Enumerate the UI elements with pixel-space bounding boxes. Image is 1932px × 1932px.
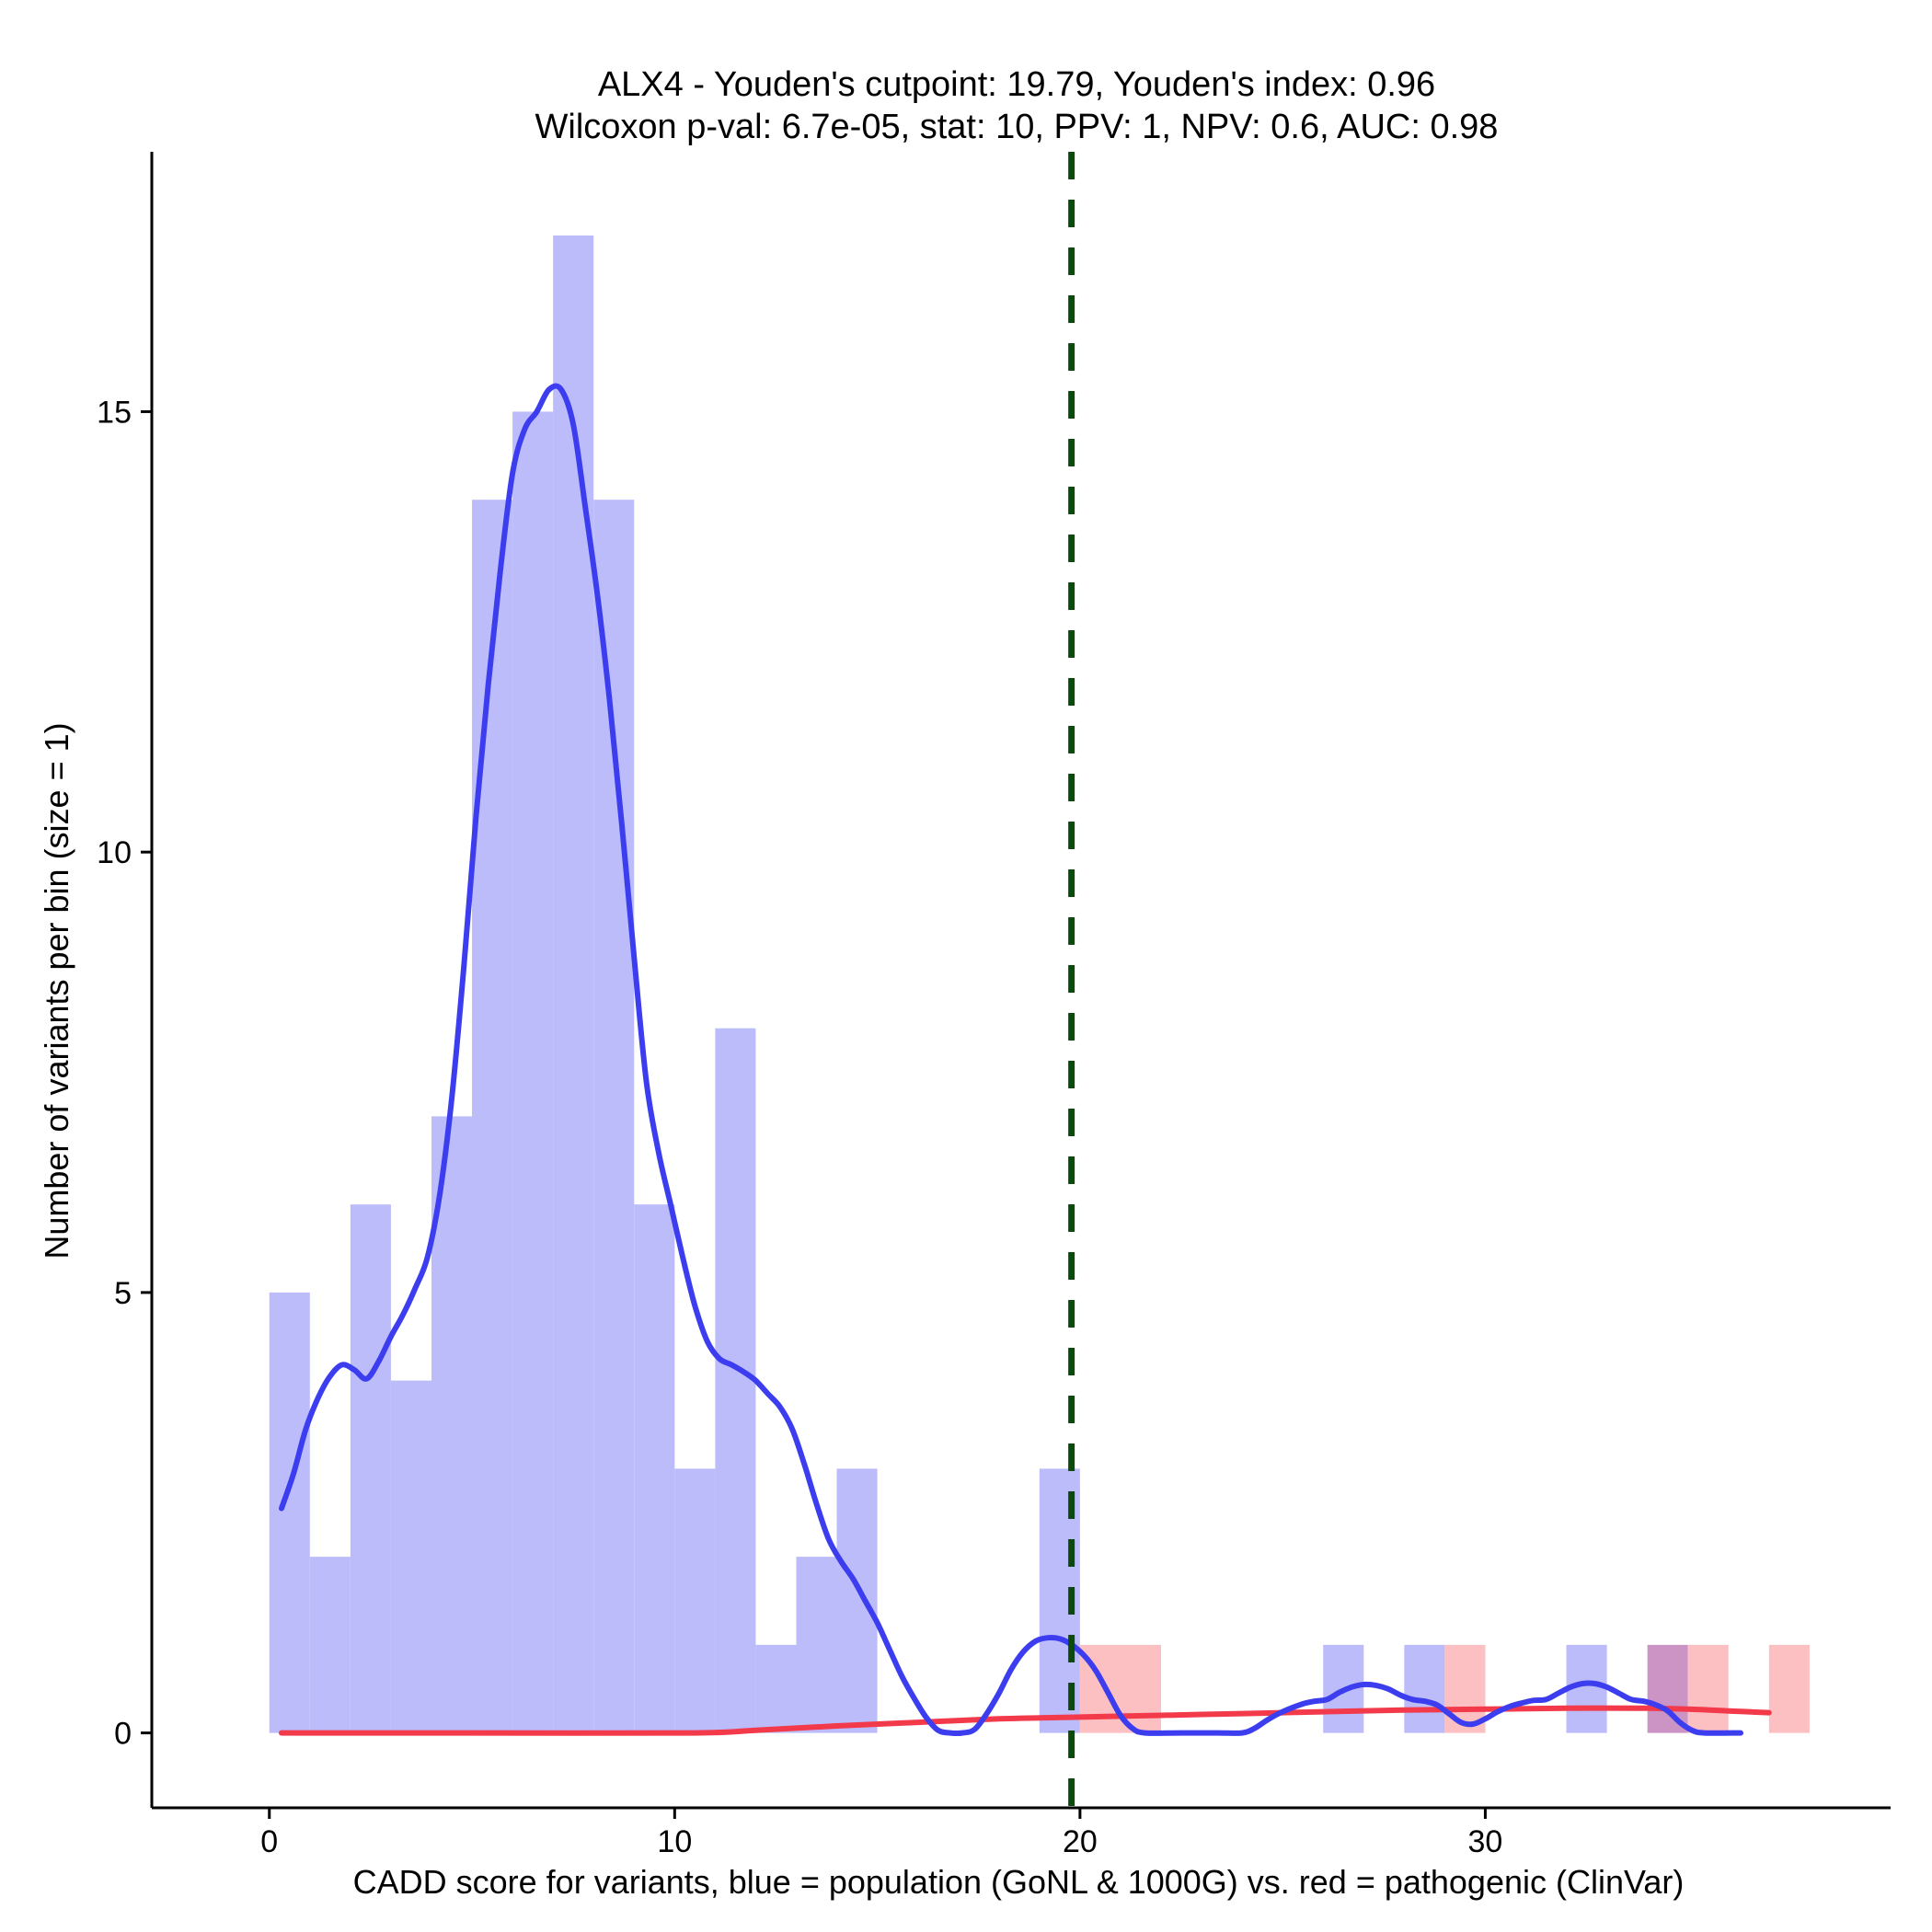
population-bar: [674, 1468, 716, 1733]
population-bar: [715, 1028, 756, 1733]
population-bar: [634, 1204, 675, 1733]
population-bar: [755, 1644, 797, 1733]
population-bars: [269, 235, 1688, 1733]
x-tick-label: 30: [1468, 1824, 1503, 1859]
x-tick-label: 20: [1063, 1824, 1098, 1859]
population-bar: [472, 500, 513, 1733]
x-axis-label: CADD score for variants, blue = populati…: [353, 1863, 1685, 1901]
y-axis-label: Number of variants per bin (size = 1): [38, 722, 75, 1259]
population-bar: [269, 1292, 310, 1733]
density-lines: [279, 383, 1772, 1737]
y-tick-label: 5: [114, 1276, 132, 1311]
population-bar: [1647, 1644, 1688, 1733]
y-tick-label: 10: [97, 835, 132, 870]
population-bar: [593, 500, 635, 1733]
x-tick-label: 10: [657, 1824, 692, 1859]
population-bar: [309, 1557, 351, 1733]
x-tick-label: 0: [260, 1824, 278, 1859]
y-tick-label: 15: [97, 395, 132, 430]
pathogenic-bar: [1687, 1644, 1729, 1733]
population-bar: [350, 1204, 391, 1733]
population-bar: [1404, 1644, 1445, 1733]
pathogenic-density-line: [279, 1705, 1772, 1736]
population-density-line: [279, 383, 1743, 1737]
population-bar: [390, 1380, 431, 1733]
chart-titles: ALX4 - Youden's cutpoint: 19.79, Youden'…: [535, 65, 1499, 146]
chart-subtitle: Wilcoxon p-val: 6.7e-05, stat: 10, PPV: …: [535, 108, 1499, 146]
population-bar: [796, 1557, 837, 1733]
population-bar: [553, 235, 594, 1733]
chart-title: ALX4 - Youden's cutpoint: 19.79, Youden'…: [598, 65, 1435, 104]
population-bar: [512, 411, 554, 1733]
y-tick-label: 0: [114, 1717, 132, 1752]
axes: 0 10 20 30 0 5 10 15: [97, 152, 1891, 1859]
population-bar: [836, 1468, 878, 1733]
pathogenic-bar: [1768, 1644, 1810, 1733]
